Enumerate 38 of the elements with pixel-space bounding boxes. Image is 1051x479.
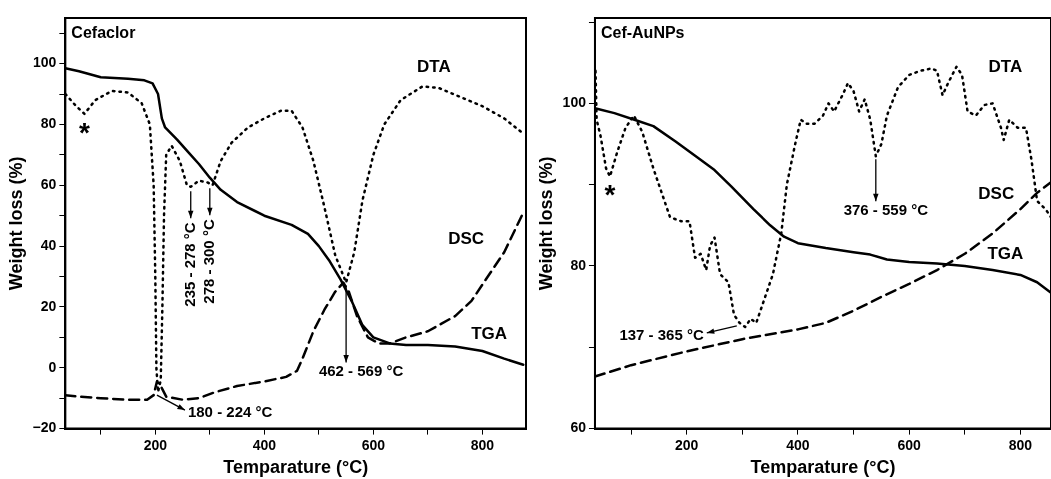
x-axis-title: Temparature (°C) — [750, 457, 896, 478]
y-tick-label: 100 — [562, 94, 587, 111]
x-tick-label: 200 — [675, 436, 699, 453]
y-tick-label: 60 — [570, 419, 587, 436]
x-tick-label: 200 — [143, 436, 168, 453]
y-axis-title: Weight loss (%) — [5, 156, 26, 291]
series-label: TGA — [471, 323, 508, 343]
y-axis-title: Weight loss (%) — [535, 156, 556, 291]
series-label: TGA — [987, 243, 1024, 263]
annotation: 278 - 300 °C — [199, 219, 217, 304]
annotation: * — [604, 179, 616, 211]
chart-title: Cefaclor — [71, 24, 136, 42]
y-tick-label: 80 — [570, 256, 587, 273]
annotation: 137 - 365 °C — [619, 326, 704, 344]
y-tick-label: 20 — [40, 297, 57, 314]
series-label: DSC — [978, 184, 1015, 204]
y-tick-label: 80 — [40, 115, 57, 132]
x-tick-label: 800 — [470, 436, 495, 453]
series-label: DTA — [988, 56, 1023, 76]
annotation: * — [78, 116, 90, 148]
chart-title: Cef-AuNPs — [600, 24, 685, 42]
annotation: 180 - 224 °C — [187, 403, 273, 421]
y-tick-label: 60 — [40, 176, 57, 193]
y-tick-label: 40 — [40, 236, 57, 253]
x-axis-title: Temparature (°C) — [223, 457, 369, 478]
annotation: 462 - 569 °C — [318, 362, 404, 380]
x-tick-label: 800 — [1008, 436, 1033, 453]
annotation: 235 - 278 °C — [180, 222, 198, 307]
annotation: 376 - 559 °C — [843, 200, 929, 218]
y-tick-label: 0 — [48, 358, 57, 375]
y-tick-label: 100 — [32, 54, 57, 71]
x-tick-label: 600 — [897, 436, 922, 453]
series-label: DTA — [417, 56, 451, 76]
x-tick-label: 600 — [361, 436, 386, 453]
series-label: DSC — [448, 229, 485, 249]
x-tick-label: 400 — [786, 436, 810, 453]
y-tick-label: −20 — [32, 419, 57, 436]
x-tick-label: 400 — [252, 436, 277, 453]
